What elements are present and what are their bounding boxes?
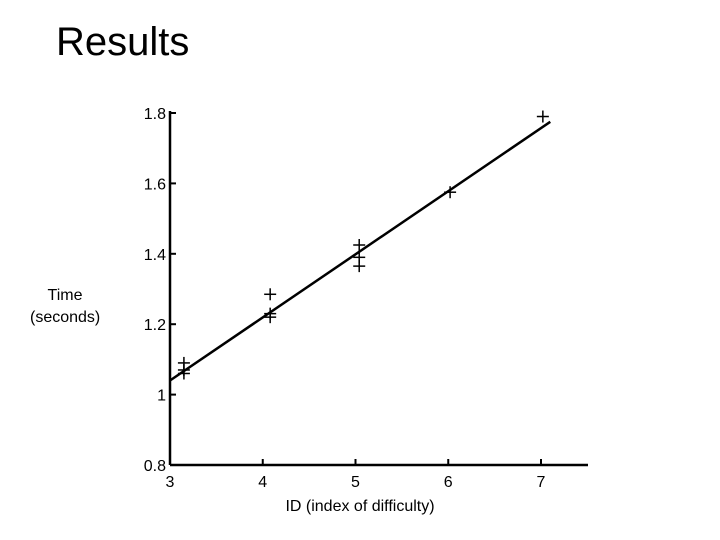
y-tick-label: 1 [157, 388, 166, 405]
x-tick-label: 3 [166, 474, 175, 491]
y-tick-label: 1.4 [144, 247, 166, 264]
slide-title: Results [56, 20, 190, 64]
x-tick-label: 4 [258, 474, 267, 491]
y-tick-label: 1.2 [144, 317, 166, 334]
data-point [353, 260, 366, 273]
y-axis-label-line-1: Time [47, 287, 83, 304]
y-tick-label: 1.8 [144, 106, 166, 123]
data-point [444, 186, 457, 199]
x-axis-label: ID (index of difficulty) [285, 498, 435, 515]
regression-line [169, 120, 551, 382]
data-point [536, 110, 549, 123]
y-tick-label: 1.6 [144, 176, 166, 193]
x-tick-label: 5 [351, 474, 360, 491]
y-axis-label: Time (seconds) [30, 285, 100, 328]
x-tick-label: 7 [537, 474, 546, 491]
y-tick-label: 0.8 [144, 458, 166, 475]
data-points [177, 110, 549, 380]
y-axis-label-line-2: (seconds) [30, 308, 101, 326]
fit-line-group [169, 120, 551, 382]
data-point [264, 311, 277, 324]
axes [168, 111, 588, 467]
data-point [177, 367, 190, 380]
ticks: 3 4 5 6 7 0.8 1 1.2 1.4 1.6 1.8 [144, 106, 546, 491]
x-tick-label: 6 [444, 474, 453, 491]
data-point [353, 239, 366, 251]
data-point [264, 288, 277, 301]
